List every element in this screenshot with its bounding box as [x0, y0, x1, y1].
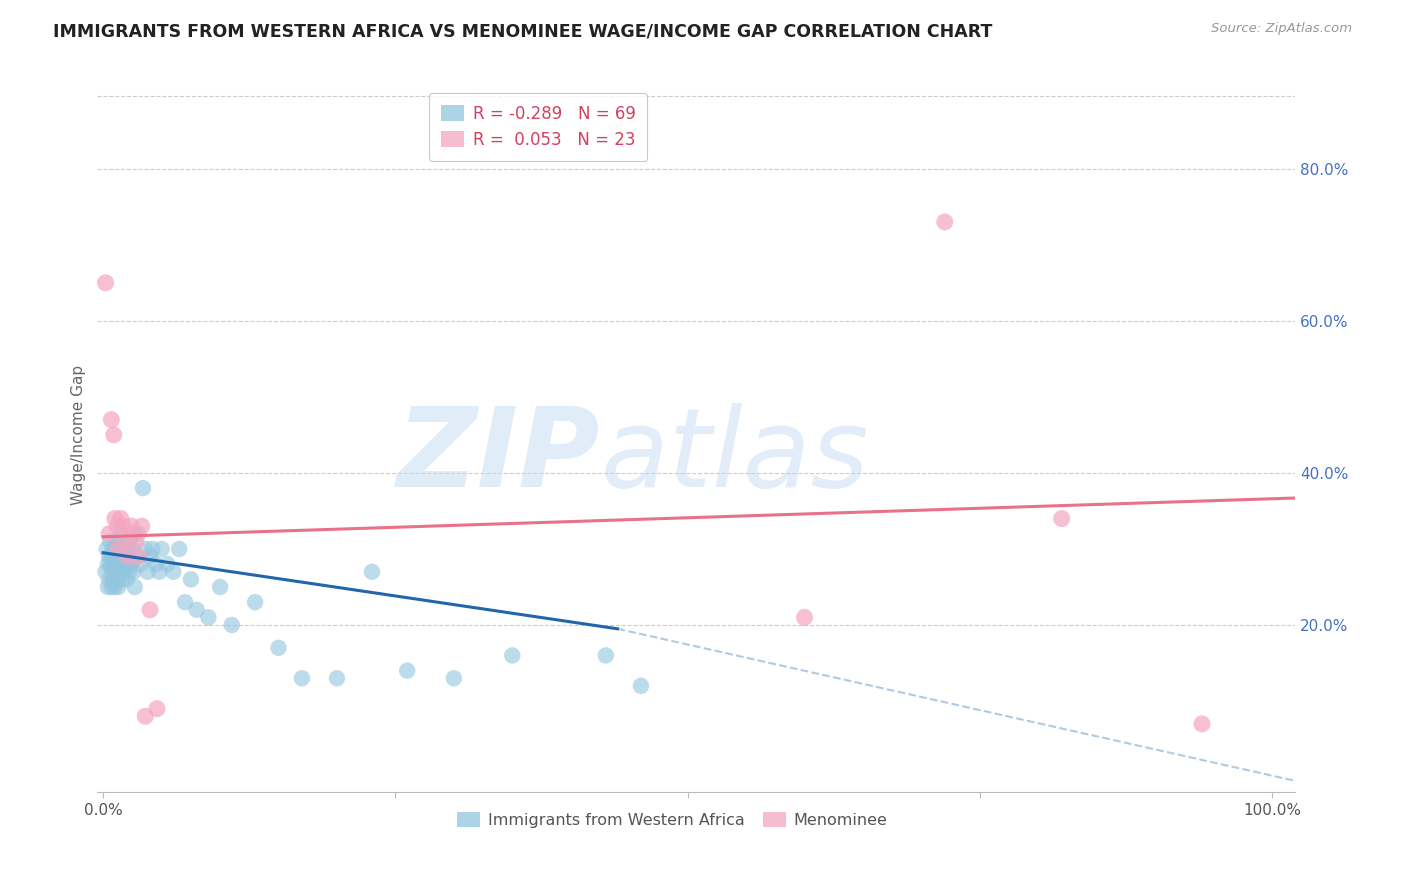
Point [197, 610, 219, 624]
Point [97, 580, 120, 594]
Point [396, 664, 419, 678]
Point [125, 534, 148, 549]
Point [145, 557, 167, 571]
Point [125, 549, 148, 564]
Text: IMMIGRANTS FROM WESTERN AFRICA VS MENOMINEE WAGE/INCOME GAP CORRELATION CHART: IMMIGRANTS FROM WESTERN AFRICA VS MENOMI… [53, 22, 993, 40]
Point [291, 671, 314, 685]
Point [100, 549, 122, 564]
Point [112, 565, 135, 579]
Point [127, 526, 149, 541]
Point [134, 709, 156, 723]
Point [111, 549, 134, 564]
Point [94, 276, 117, 290]
Point [595, 648, 617, 663]
Point [174, 595, 197, 609]
Point [104, 580, 127, 594]
Point [107, 580, 129, 594]
Point [114, 557, 136, 571]
Point [96, 541, 118, 556]
Point [112, 519, 135, 533]
Point [114, 534, 136, 549]
Point [146, 701, 169, 715]
Point [129, 557, 152, 571]
Point [243, 595, 266, 609]
Point [141, 541, 163, 556]
Point [98, 557, 121, 571]
Point [103, 428, 125, 442]
Point [162, 565, 184, 579]
Point [107, 541, 129, 556]
Point [134, 541, 156, 556]
Point [1191, 717, 1213, 731]
Point [1050, 511, 1073, 525]
Point [105, 534, 128, 549]
Point [156, 557, 179, 571]
Point [110, 557, 132, 571]
Point [98, 534, 121, 549]
Point [136, 565, 159, 579]
Point [104, 511, 127, 525]
Point [443, 671, 465, 685]
Point [221, 618, 243, 632]
Point [267, 640, 290, 655]
Point [186, 603, 208, 617]
Point [122, 526, 145, 541]
Point [94, 565, 117, 579]
Point [105, 573, 128, 587]
Point [120, 534, 142, 549]
Point [110, 526, 132, 541]
Point [139, 549, 162, 564]
Point [105, 519, 128, 533]
Point [180, 573, 202, 587]
Point [124, 580, 146, 594]
Point [361, 565, 384, 579]
Point [104, 541, 127, 556]
Point [120, 557, 142, 571]
Point [98, 573, 121, 587]
Point [111, 573, 134, 587]
Point [100, 412, 122, 426]
Point [127, 549, 149, 564]
Point [103, 557, 125, 571]
Point [100, 580, 122, 594]
Point [97, 557, 120, 571]
Point [117, 549, 139, 564]
Point [132, 481, 155, 495]
Point [118, 565, 141, 579]
Point [107, 557, 129, 571]
Point [139, 603, 162, 617]
Point [501, 648, 523, 663]
Y-axis label: Wage/Income Gap: Wage/Income Gap [72, 365, 86, 505]
Point [326, 671, 349, 685]
Point [167, 541, 190, 556]
Point [101, 541, 124, 556]
Point [120, 519, 142, 533]
Point [115, 573, 138, 587]
Point [121, 541, 143, 556]
Point [103, 573, 125, 587]
Point [630, 679, 652, 693]
Point [112, 541, 135, 556]
Point [122, 565, 145, 579]
Point [150, 541, 173, 556]
Point [117, 549, 139, 564]
Point [105, 565, 128, 579]
Text: ZIP: ZIP [396, 403, 600, 510]
Text: atlas: atlas [600, 403, 869, 510]
Point [934, 215, 956, 229]
Point [98, 549, 121, 564]
Point [131, 519, 153, 533]
Legend: Immigrants from Western Africa, Menominee: Immigrants from Western Africa, Menomine… [451, 805, 894, 834]
Point [209, 580, 232, 594]
Text: Source: ZipAtlas.com: Source: ZipAtlas.com [1212, 22, 1353, 36]
Point [110, 511, 132, 525]
Point [101, 565, 124, 579]
Point [108, 541, 131, 556]
Point [105, 549, 128, 564]
Point [148, 565, 170, 579]
Point [108, 565, 131, 579]
Point [793, 610, 815, 624]
Point [98, 526, 121, 541]
